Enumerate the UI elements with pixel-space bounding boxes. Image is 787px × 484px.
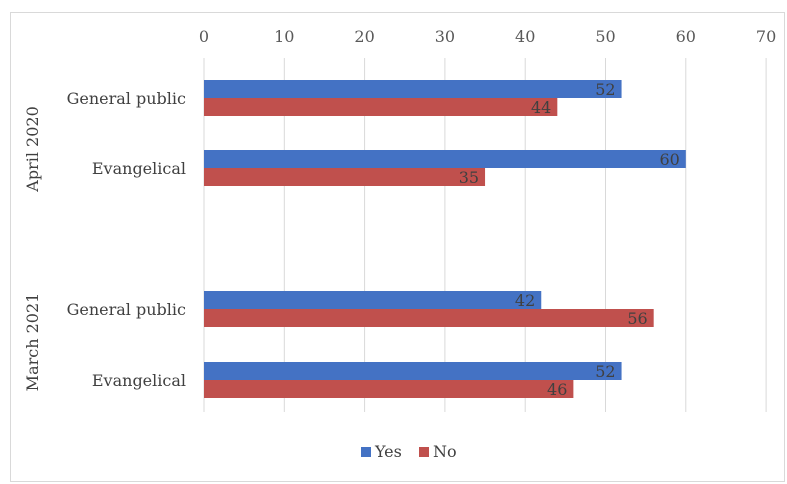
legend-label-yes: Yes xyxy=(374,442,402,461)
data-label: 60 xyxy=(659,150,679,169)
category-label: Evangelical xyxy=(92,371,186,390)
data-label: 52 xyxy=(595,80,615,99)
bars xyxy=(204,80,686,398)
data-label: 35 xyxy=(459,168,479,187)
x-tick-label: 40 xyxy=(515,27,535,46)
bar-yes xyxy=(204,80,622,98)
x-tick-label: 60 xyxy=(676,27,696,46)
category-label: General public xyxy=(67,89,186,108)
group-label: March 2021 xyxy=(23,293,42,392)
bar-no xyxy=(204,168,486,186)
category-label: Evangelical xyxy=(92,159,186,178)
x-tick-label: 10 xyxy=(274,27,294,46)
bar-yes xyxy=(204,291,542,309)
data-label: 52 xyxy=(595,362,615,381)
legend-swatch-no xyxy=(419,447,429,457)
bar-no xyxy=(204,380,574,398)
group-labels: April 2020 March 2021 xyxy=(23,106,42,391)
x-tick-label: 70 xyxy=(756,27,776,46)
data-label: 42 xyxy=(515,291,535,310)
bar-no xyxy=(204,309,654,327)
x-tick-label: 0 xyxy=(199,27,209,46)
x-axis-ticks: 0 10 20 30 40 50 60 70 xyxy=(199,27,776,46)
legend-label-no: No xyxy=(433,442,457,461)
data-label: 44 xyxy=(531,98,551,117)
data-labels: 52 44 60 35 42 56 52 46 xyxy=(459,80,680,399)
group-label: April 2020 xyxy=(23,106,42,192)
category-labels: General public Evangelical General public E… xyxy=(67,89,186,390)
legend: Yes No xyxy=(361,442,457,461)
data-label: 56 xyxy=(627,309,647,328)
x-tick-label: 20 xyxy=(354,27,374,46)
bar-yes xyxy=(204,362,622,380)
bar-no xyxy=(204,98,558,116)
x-tick-label: 30 xyxy=(435,27,455,46)
bar-yes xyxy=(204,150,686,168)
gridlines xyxy=(203,58,767,412)
chart-frame xyxy=(10,12,785,482)
x-tick-label: 50 xyxy=(595,27,615,46)
data-label: 46 xyxy=(547,380,567,399)
legend-swatch-yes xyxy=(361,447,371,457)
category-label: General public xyxy=(67,300,186,319)
